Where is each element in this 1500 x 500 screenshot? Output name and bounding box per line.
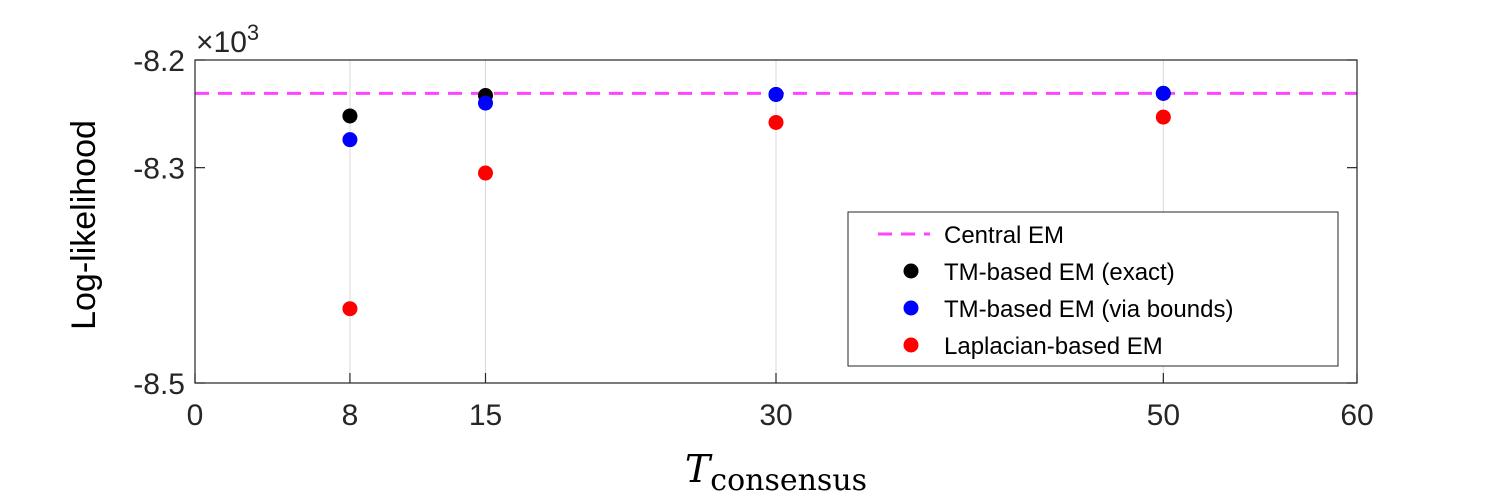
x-axis-label-subscript: consensus [710, 463, 867, 498]
x-tick-label: 15 [469, 399, 502, 432]
data-points [342, 85, 1171, 317]
x-tick-label: 50 [1147, 399, 1180, 432]
y-tick-label: -8.3 [133, 153, 185, 186]
legend: Central EM TM-based EM (exact) TM-based EM… [847, 211, 1339, 367]
point-series-2 [478, 165, 493, 181]
point-series-1 [768, 86, 784, 102]
y-exponent-label: ×103 [196, 20, 259, 59]
point-series-2 [1155, 109, 1171, 125]
legend-box [847, 211, 1339, 367]
point-series-0 [342, 108, 358, 124]
y-axis-label: Log-likelihood [65, 120, 103, 330]
legend-label-series-0: TM-based EM (exact) [944, 259, 1175, 286]
point-series-1 [1155, 85, 1171, 101]
x-axis-label: Tconsensus [685, 447, 867, 498]
point-series-2 [342, 301, 358, 317]
y-tick-label: -8.2 [133, 45, 185, 78]
legend-label-central-em: Central EM [944, 222, 1064, 249]
x-axis-label-main: T [685, 447, 713, 491]
y-exponent-prefix: ×10 [196, 26, 247, 59]
point-series-1 [342, 132, 358, 148]
x-tick-label: 8 [342, 399, 359, 432]
x-tick-label: 30 [759, 399, 792, 432]
point-series-2 [768, 114, 784, 130]
y-tick-label: -8.5 [133, 368, 185, 401]
x-tick-label: 0 [187, 399, 204, 432]
legend-swatch-series-0 [903, 263, 919, 279]
legend-swatch-series-2 [903, 337, 919, 353]
point-series-1 [478, 95, 493, 111]
legend-label-series-2: Laplacian-based EM [944, 333, 1163, 360]
legend-swatch-series-1 [903, 300, 919, 316]
legend-label-series-1: TM-based EM (via bounds) [944, 296, 1233, 323]
axis-ticks: 0 8 15 30 50 60 -8.2 -8.3 -8.5 [133, 45, 1373, 432]
x-tick-label: 60 [1340, 399, 1373, 432]
y-exponent-power: 3 [247, 20, 259, 45]
